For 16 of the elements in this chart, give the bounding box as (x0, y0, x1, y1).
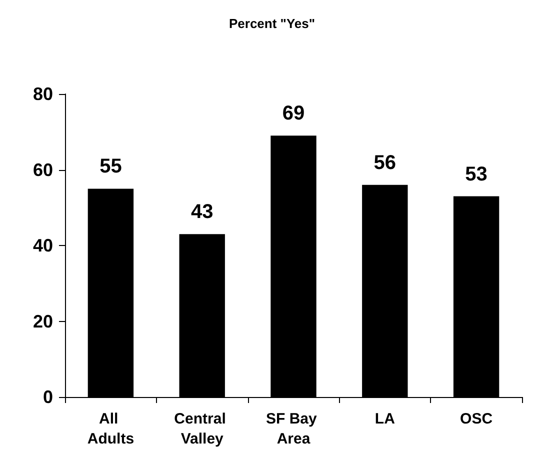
data-label: 55 (100, 156, 122, 178)
y-tick-label: 40 (32, 236, 53, 256)
y-tick-label: 0 (42, 387, 53, 407)
x-tick-label: SF Bay Area (266, 410, 322, 448)
y-tick-label: 60 (32, 160, 53, 180)
chart-title: Percent "Yes" (228, 16, 316, 31)
y-tick-label: 20 (32, 311, 53, 332)
data-label: 56 (374, 152, 396, 174)
data-label: 69 (282, 102, 305, 125)
x-tick-label: LA (374, 410, 396, 428)
data-label: 53 (465, 163, 488, 186)
x-tick-label: All Adults (87, 410, 134, 448)
x-tick-label: OSC (460, 410, 493, 428)
y-tick-label: 80 (32, 84, 53, 104)
x-tick-label: Central Valley (174, 410, 230, 448)
data-label: 43 (190, 201, 214, 224)
